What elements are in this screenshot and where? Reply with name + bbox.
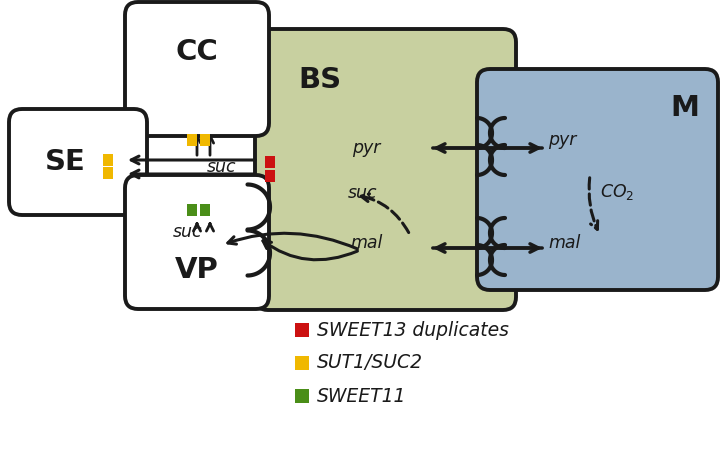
Bar: [103, 167, 113, 179]
Text: pyr: pyr: [352, 139, 380, 157]
Bar: [187, 134, 197, 146]
Text: SUT1/SUC2: SUT1/SUC2: [317, 354, 423, 373]
Text: BS: BS: [298, 66, 341, 94]
Bar: [265, 156, 275, 168]
Bar: [200, 134, 210, 146]
Text: M: M: [670, 94, 700, 122]
Text: SWEET13 duplicates: SWEET13 duplicates: [317, 320, 509, 339]
Text: suc: suc: [207, 158, 237, 176]
FancyBboxPatch shape: [9, 109, 147, 215]
FancyBboxPatch shape: [125, 2, 269, 136]
Bar: [295, 323, 309, 337]
Bar: [187, 204, 197, 216]
FancyBboxPatch shape: [125, 175, 269, 309]
Text: SE: SE: [45, 148, 86, 176]
Text: suc: suc: [174, 223, 203, 241]
Bar: [103, 154, 113, 166]
Text: CC: CC: [176, 38, 218, 66]
Text: suc: suc: [348, 184, 377, 202]
Bar: [295, 389, 309, 403]
Bar: [200, 204, 210, 216]
Text: CO$_2$: CO$_2$: [600, 182, 634, 202]
Text: mal: mal: [350, 234, 382, 252]
Bar: [265, 170, 275, 182]
Text: VP: VP: [175, 256, 219, 284]
Bar: [295, 356, 309, 370]
FancyBboxPatch shape: [255, 29, 516, 310]
Text: pyr: pyr: [548, 131, 577, 149]
FancyBboxPatch shape: [477, 69, 718, 290]
Text: mal: mal: [548, 234, 580, 252]
Text: SWEET11: SWEET11: [317, 386, 406, 405]
